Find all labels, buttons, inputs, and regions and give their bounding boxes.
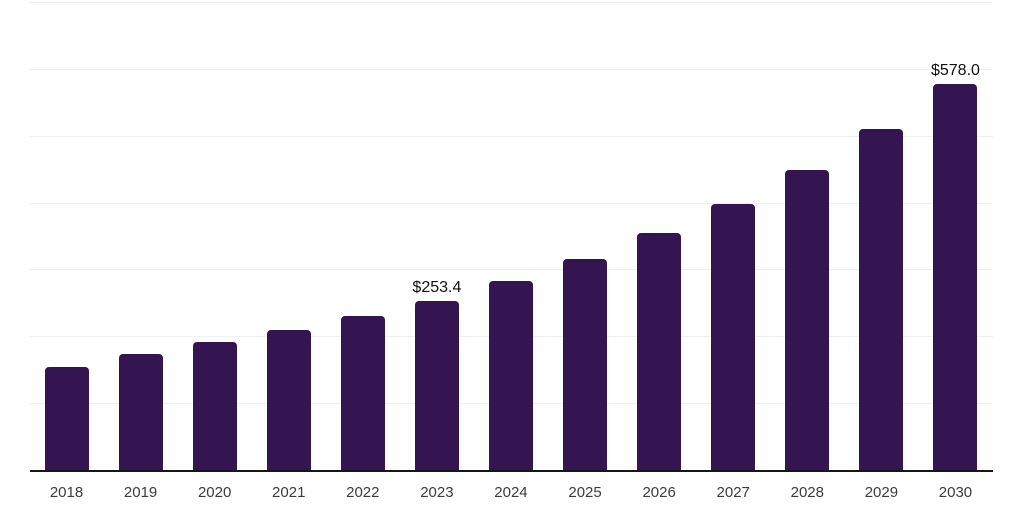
bar-2025 — [563, 259, 608, 470]
bar-2028 — [785, 169, 830, 470]
bar-2026 — [637, 233, 682, 470]
bar-2029 — [859, 129, 904, 470]
bar-2021 — [266, 330, 311, 470]
x-tick-label-2023: 2023 — [420, 484, 454, 501]
bar-2019 — [118, 354, 163, 470]
bar-2023 — [414, 300, 459, 470]
x-tick-label-2021: 2021 — [272, 484, 306, 501]
x-tick-label-2029: 2029 — [864, 484, 899, 501]
gridline — [30, 269, 993, 271]
x-tick-label-2022: 2022 — [346, 484, 380, 501]
x-tick-label-2030: 2030 — [938, 484, 973, 501]
bar-2020 — [192, 342, 237, 470]
bar-2018 — [44, 367, 89, 470]
x-tick-label-2018: 2018 — [49, 484, 84, 501]
gridline — [30, 2, 993, 3]
gridline — [30, 68, 993, 70]
x-tick-label-2020: 2020 — [197, 484, 232, 501]
x-tick-label-2019: 2019 — [123, 484, 158, 501]
gridline — [30, 135, 993, 137]
bar-2030 — [933, 83, 978, 470]
x-tick-label-2026: 2026 — [642, 484, 676, 501]
x-tick-label-2025: 2025 — [568, 484, 602, 501]
bar-2022 — [340, 316, 385, 470]
x-tick-label-2028: 2028 — [790, 484, 824, 501]
x-tick-label-2024: 2024 — [494, 484, 528, 501]
bar-2024 — [488, 280, 533, 470]
x-tick-label-2027: 2027 — [716, 484, 750, 501]
gridline — [30, 202, 993, 204]
bar-2027 — [711, 203, 756, 470]
plot-area: $253.4 $578.0 — [30, 2, 993, 470]
data-label-2023: $253.4 — [412, 278, 462, 296]
x-axis-line — [30, 470, 993, 472]
data-label-2030: $578.0 — [930, 61, 980, 79]
